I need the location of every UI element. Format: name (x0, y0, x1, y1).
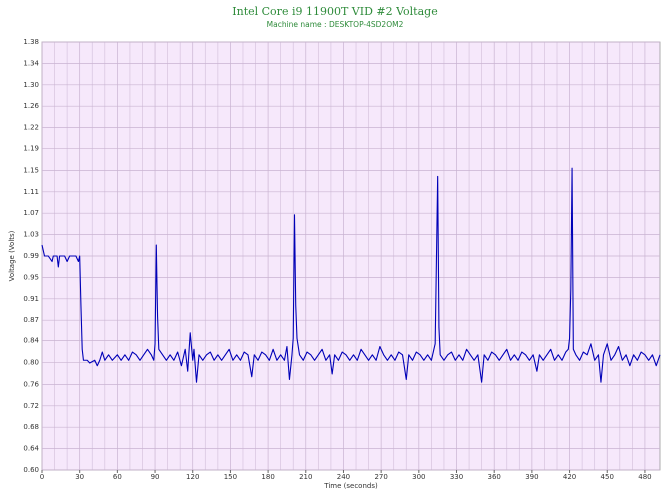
x-tick-label: 390 (525, 473, 538, 481)
x-tick-label: 270 (374, 473, 387, 481)
x-tick-label: 330 (450, 473, 463, 481)
x-tick-label: 420 (563, 473, 576, 481)
y-tick-label: 0.80 (23, 358, 39, 366)
x-tick-label: 0 (40, 473, 44, 481)
data-line (41, 167, 661, 383)
chart-title: Intel Core i9 11900T VID #2 Voltage (232, 5, 437, 18)
y-tick-label: 1.38 (23, 38, 39, 46)
x-tick-label: 480 (638, 473, 651, 481)
y-tick-label: 1.34 (23, 59, 39, 67)
chart-subtitle: Machine name : DESKTOP-4SD2OM2 (267, 20, 404, 29)
y-tick-label: 1.03 (23, 231, 39, 239)
x-tick-label: 120 (186, 473, 199, 481)
x-tick-label: 360 (488, 473, 501, 481)
y-tick-label: 0.76 (23, 380, 39, 388)
x-tick-label: 150 (224, 473, 237, 481)
x-axis-label: Time (seconds) (323, 482, 378, 490)
y-tick-label: 1.19 (23, 144, 39, 152)
y-axis-label: Voltage (Volts) (8, 230, 16, 281)
x-tick-label: 450 (601, 473, 614, 481)
y-tick-label: 0.87 (23, 316, 39, 324)
y-tick-label: 0.84 (23, 337, 39, 345)
y-tick-label: 1.11 (23, 188, 39, 196)
x-tick-label: 300 (412, 473, 425, 481)
y-tick-label: 1.07 (23, 209, 39, 217)
x-tick-label: 90 (151, 473, 160, 481)
y-tick-label: 1.22 (23, 124, 39, 132)
y-tick-label: 0.68 (23, 423, 39, 431)
x-tick-label: 60 (113, 473, 122, 481)
y-tick-label: 1.15 (23, 166, 39, 174)
x-tick-label: 210 (299, 473, 312, 481)
y-tick-label: 0.60 (23, 466, 39, 474)
x-tick-label: 30 (75, 473, 84, 481)
x-tick-label: 180 (261, 473, 274, 481)
y-tick-label: 0.91 (23, 295, 39, 303)
y-tick-label: 1.30 (23, 81, 39, 89)
y-tick-label: 0.64 (23, 445, 39, 453)
y-tick-label: 0.72 (23, 402, 39, 410)
x-tick-label: 240 (337, 473, 350, 481)
y-tick-label: 0.95 (23, 273, 39, 281)
y-tick-label: 1.26 (23, 102, 39, 110)
y-tick-label: 0.99 (23, 252, 39, 260)
